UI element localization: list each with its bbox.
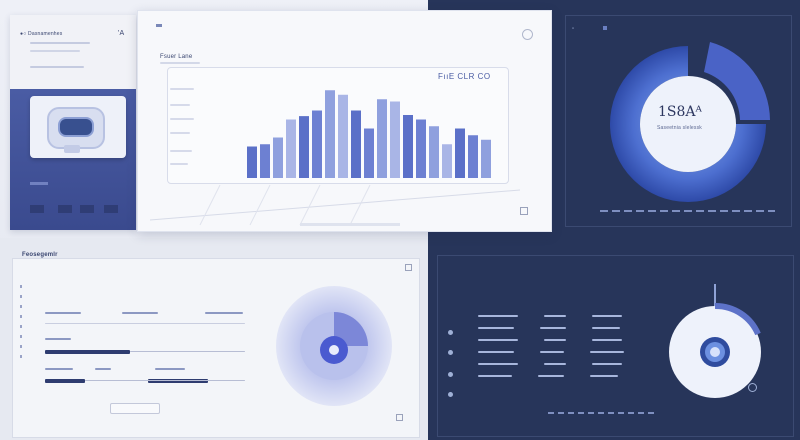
list-item-line — [592, 339, 622, 341]
gauge-panel — [565, 15, 792, 227]
gauge-sub-label: Saseetnia slelessk — [657, 125, 703, 131]
list-item-line — [590, 351, 624, 353]
chart-bar — [338, 94, 348, 178]
chart-bar — [325, 90, 335, 178]
slider-fill[interactable] — [148, 379, 208, 383]
progress-track — [130, 351, 245, 352]
chart-bar — [377, 99, 387, 178]
gauge-panel-mark: ▫ — [572, 26, 575, 32]
axis-label-line — [170, 118, 194, 120]
panel-a-text-line — [30, 66, 84, 68]
chart-card-footer-line — [300, 223, 400, 226]
chart-bar — [273, 137, 283, 178]
gauge-value: 1S8Aᴬ — [658, 104, 702, 120]
ring-gauge — [669, 284, 761, 398]
chart-bar — [442, 144, 452, 178]
chart-bar — [390, 101, 400, 178]
progress-bar — [45, 350, 130, 354]
chart-bar — [286, 119, 296, 178]
list-item-line — [540, 351, 564, 353]
panel-a-text-line — [30, 42, 90, 44]
form-label-line — [155, 368, 185, 370]
form-panel-side-ruler — [20, 285, 22, 365]
bar-chart — [247, 90, 491, 178]
panel-a-thumb[interactable] — [30, 205, 44, 213]
status-panel — [437, 255, 794, 437]
list-item-line — [592, 327, 620, 329]
chart-card-mark — [156, 24, 162, 27]
form-label-line — [45, 368, 73, 370]
list-item-line — [478, 339, 518, 341]
form-label-line — [45, 338, 71, 340]
chart-bar — [299, 116, 309, 178]
chart-bar — [364, 128, 374, 178]
chart-bar — [455, 128, 465, 178]
form-panel-title: Feosegemlr — [22, 252, 58, 258]
panel-a-header-label: ●○ Dasnamenhes — [20, 31, 63, 37]
panel-a-thumb[interactable] — [104, 205, 118, 213]
gauge-panel-dot — [603, 26, 607, 30]
form-label-line — [122, 312, 158, 314]
chart-bar — [429, 126, 439, 178]
info-icon[interactable] — [748, 383, 757, 392]
list-item-line — [478, 363, 518, 365]
slider-track — [85, 380, 245, 381]
chart-bar — [247, 146, 257, 178]
gauge-legend-row — [600, 210, 775, 212]
list-dot-icon — [448, 372, 453, 377]
axis-label-line — [170, 104, 190, 106]
list-item-line — [478, 351, 514, 353]
panel-a-thumb[interactable] — [80, 205, 94, 213]
list-item-line — [544, 339, 566, 341]
list-item-line — [478, 375, 512, 377]
panel-a-header-mark: 'A — [118, 30, 125, 37]
form-divider — [45, 323, 245, 324]
action-button[interactable] — [110, 403, 160, 414]
list-item-line — [538, 375, 564, 377]
form-label-line — [95, 368, 111, 370]
chart-floor-grid — [149, 184, 521, 226]
panel-a-illustration-stand — [64, 145, 80, 153]
list-item-line — [478, 315, 518, 317]
chart-bar — [351, 110, 361, 178]
status-legend-row — [548, 412, 658, 414]
form-label-line — [205, 312, 243, 314]
chart-bar — [416, 119, 426, 178]
chart-bar — [403, 115, 413, 178]
list-item-line — [592, 363, 622, 365]
panel-a-thumb[interactable] — [58, 205, 72, 213]
axis-label-line — [170, 88, 194, 90]
list-dot-icon — [448, 330, 453, 335]
list-item-line — [544, 315, 566, 317]
chart-bar — [468, 135, 478, 178]
list-item-line — [592, 315, 622, 317]
chart-header-value: FııE CLR CO — [438, 72, 491, 81]
panel-a-text-line — [30, 50, 80, 52]
list-item-line — [544, 363, 566, 365]
slider-fill[interactable] — [45, 379, 85, 383]
list-dot-icon — [448, 392, 453, 397]
chart-card-title: Fsuer Lane — [160, 54, 193, 60]
donut-gauge — [610, 42, 770, 202]
panel-a-text-line — [30, 182, 48, 185]
axis-label-line — [170, 132, 190, 134]
chart-card-subtitle-line — [160, 62, 200, 64]
chart-bar — [312, 110, 322, 178]
chart-bar — [260, 144, 270, 178]
list-item-line — [590, 375, 618, 377]
list-dot-icon — [448, 350, 453, 355]
display-icon — [58, 117, 94, 137]
form-label-line — [45, 312, 81, 314]
radial-gauge — [276, 286, 392, 406]
axis-label-line — [170, 150, 192, 152]
list-item-line — [478, 327, 514, 329]
close-icon[interactable] — [520, 207, 528, 215]
settings-icon[interactable] — [522, 29, 533, 40]
list-item-line — [540, 327, 566, 329]
chart-bar — [481, 139, 491, 178]
expand-icon[interactable] — [405, 264, 412, 271]
axis-label-line — [170, 163, 188, 165]
resize-icon[interactable] — [396, 414, 403, 421]
